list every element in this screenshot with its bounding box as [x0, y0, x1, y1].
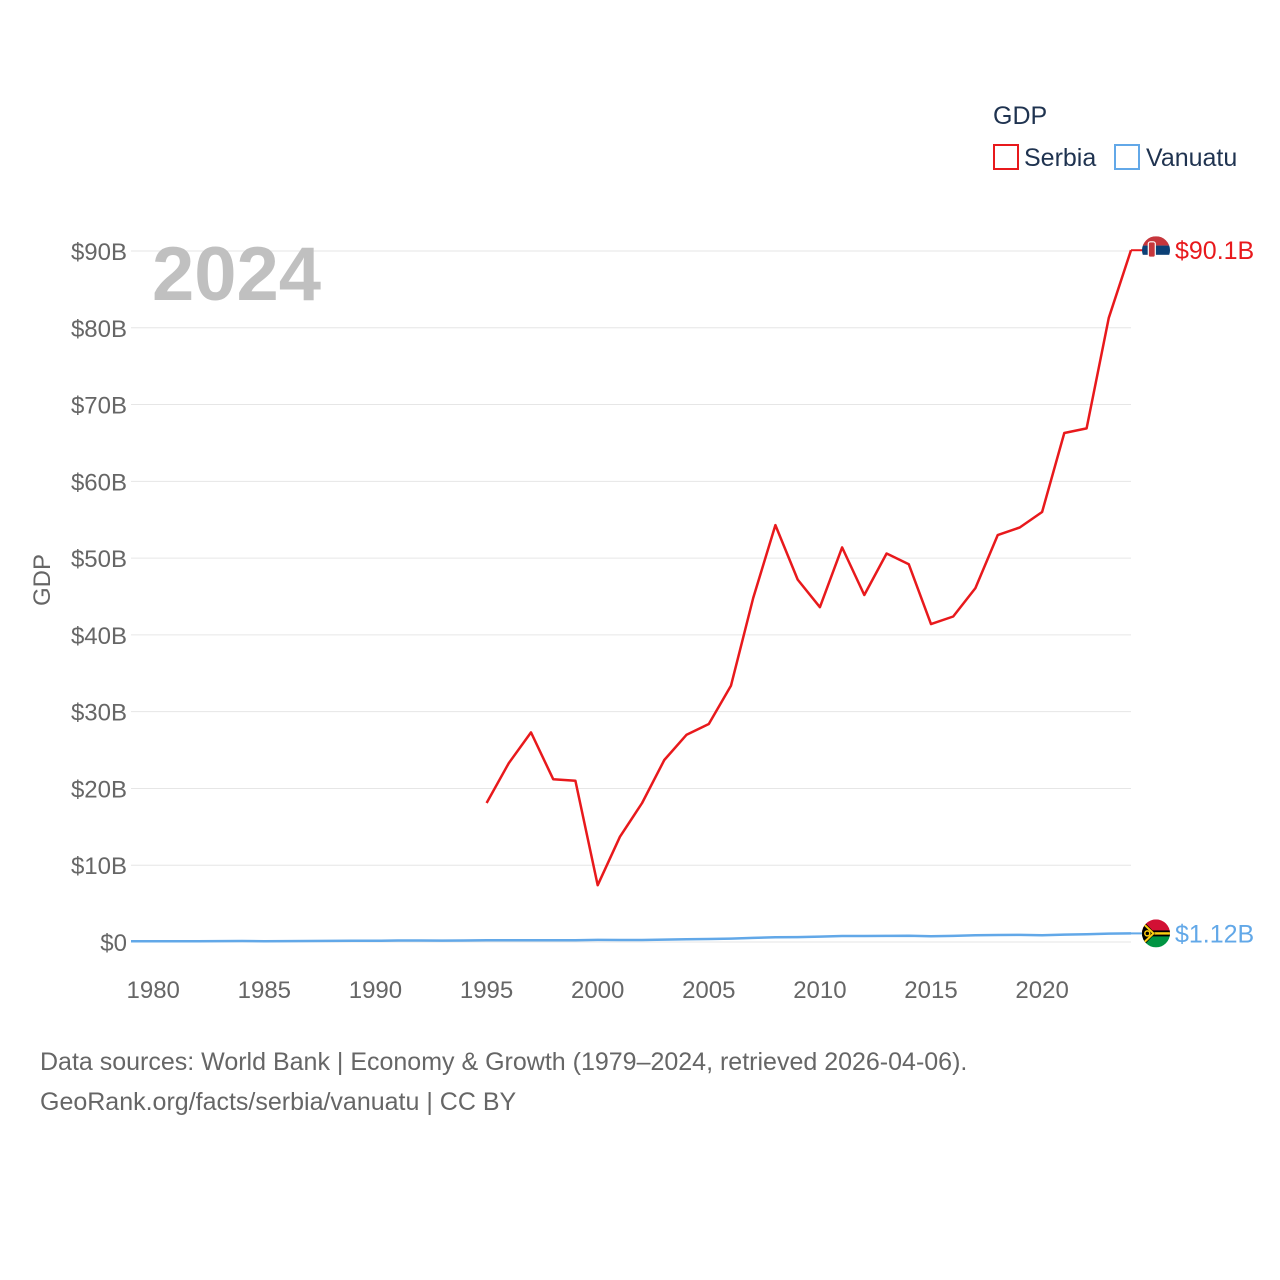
- gridlines: [131, 250, 1131, 943]
- x-tick-label: 2015: [904, 977, 957, 1004]
- legend-item-vanuatu[interactable]: Vanuatu: [1114, 144, 1237, 172]
- legend-swatch-vanuatu: [1114, 144, 1140, 170]
- year-overlay: 2024: [152, 232, 321, 317]
- end-value-label-serbia: $90.1B: [1175, 237, 1254, 265]
- x-tick-label: 1985: [238, 977, 291, 1004]
- y-tick-label: $50B: [71, 546, 127, 573]
- y-tick-label: $20B: [71, 776, 127, 803]
- y-axis-ticks: $0 $10B $20B $30B $40B $50B $60B $70B $80B $90B: [71, 239, 127, 957]
- x-tick-label: 2005: [682, 977, 735, 1004]
- vanuatu-flag-icon: [1142, 919, 1170, 948]
- x-tick-label: 1990: [349, 977, 402, 1004]
- serbia-flag-icon: [1142, 236, 1170, 265]
- footer-attribution[interactable]: GeoRank.org/facts/serbia/vanuatu | CC BY: [40, 1088, 517, 1116]
- x-tick-label: 1995: [460, 977, 513, 1004]
- x-tick-label: 2000: [571, 977, 624, 1004]
- legend[interactable]: GDP Serbia Vanuatu: [993, 102, 1237, 172]
- y-tick-label: $70B: [71, 393, 127, 420]
- legend-label-serbia: Serbia: [1024, 144, 1096, 172]
- series-lines: [131, 249, 1133, 943]
- y-tick-label: $0: [100, 930, 127, 957]
- legend-title: GDP: [993, 102, 1047, 130]
- x-tick-label: 2010: [793, 977, 846, 1004]
- footer: Data sources: World Bank | Economy & Gro…: [40, 1042, 967, 1122]
- y-axis-label: GDP: [29, 554, 56, 606]
- legend-swatch-serbia: [993, 144, 1019, 170]
- x-tick-label: 2020: [1015, 977, 1068, 1004]
- y-tick-label: $30B: [71, 700, 127, 727]
- legend-item-serbia[interactable]: Serbia: [993, 144, 1096, 172]
- y-tick-label: $90B: [71, 239, 127, 266]
- y-tick-label: $10B: [71, 853, 127, 880]
- end-value-label-vanuatu: $1.12B: [1175, 920, 1254, 948]
- y-tick-label: $60B: [71, 469, 127, 496]
- series-end-markers: $90.1B $1.12B: [1131, 236, 1254, 948]
- series-line-serbia[interactable]: [485, 249, 1133, 887]
- y-tick-label: $80B: [71, 316, 127, 343]
- series-line-vanuatu[interactable]: [131, 932, 1132, 943]
- x-axis-ticks: 1980 1985 1990 1995 2000 2005 2010 2015 2020: [127, 977, 1069, 1004]
- y-tick-label: $40B: [71, 623, 127, 650]
- footer-sources: Data sources: World Bank | Economy & Gro…: [40, 1048, 968, 1076]
- x-tick-label: 1980: [127, 977, 180, 1004]
- legend-label-vanuatu: Vanuatu: [1146, 144, 1237, 172]
